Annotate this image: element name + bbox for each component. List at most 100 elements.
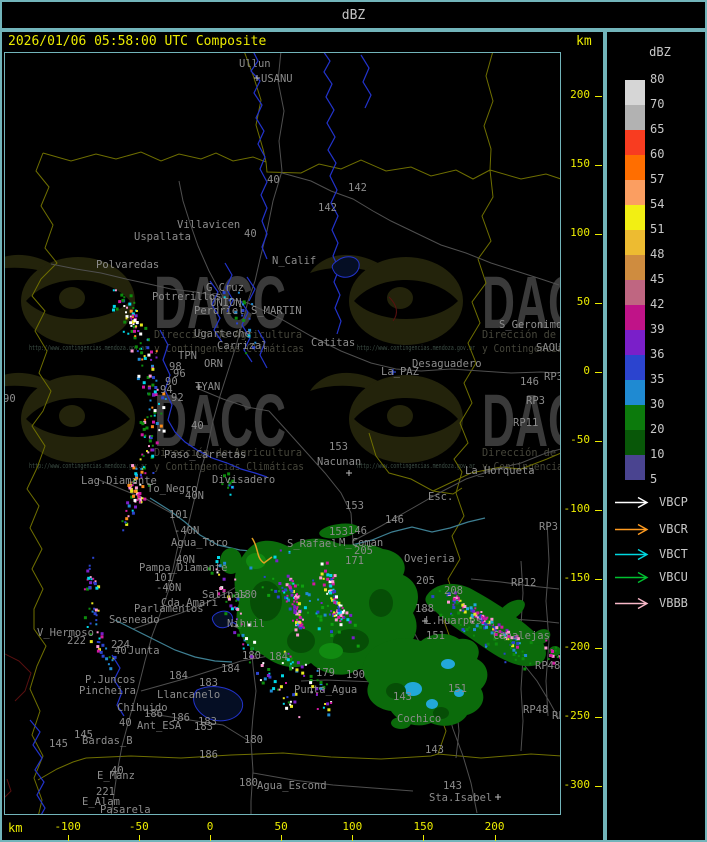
map-place-label: La_PAZ — [381, 366, 419, 378]
map-place-label: 222 — [67, 635, 86, 647]
map-place-label: Ullun — [239, 58, 271, 70]
colorbar-swatch — [625, 305, 645, 330]
x-tick-label: -50 — [128, 820, 149, 833]
map-place-label: 94 — [160, 384, 173, 396]
map-place-label: 183 — [194, 721, 213, 733]
map-place-label: Uspallata — [134, 231, 191, 243]
map-place-label: Ant_ESA — [137, 720, 182, 732]
map-place-label: 180 — [239, 777, 258, 789]
map-place-label: 101 — [169, 509, 188, 521]
map-place-label: To_Negro — [147, 483, 198, 495]
colorbar-swatch — [625, 405, 645, 430]
map-place-label: Bardas_B — [82, 735, 133, 747]
watermark-brand: DACC — [154, 261, 286, 344]
map-place-label: Sta.Isabel — [429, 792, 492, 804]
map-place-label: 40N — [185, 490, 204, 502]
y-tick-label: -50 — [570, 433, 590, 446]
y-tick-mark — [595, 648, 602, 649]
colorbar-swatch — [625, 380, 645, 405]
colorbar-title: dBZ — [649, 45, 671, 59]
colorbar-tick-label: 10 — [650, 447, 665, 461]
map-place-label: Lag.Diamante — [81, 475, 157, 487]
rivers — [29, 50, 486, 818]
y-tick-label: 100 — [570, 226, 590, 239]
watermark-line1: Dirección de Agricultura — [154, 446, 302, 459]
colorbar-tick-label: 65 — [650, 122, 665, 136]
y-tick-mark — [595, 717, 602, 718]
map-place-label: 151 — [448, 683, 467, 695]
colorbar-tick-label: 57 — [650, 172, 665, 186]
x-tick-mark — [138, 835, 140, 841]
x-tick-label: 50 — [274, 820, 288, 833]
map-place-label: 221 — [96, 786, 115, 798]
colorbar-tick-label: 70 — [650, 97, 665, 111]
map-place-label: Junta — [128, 645, 160, 657]
colorbar-tick-label: 48 — [650, 247, 665, 261]
y-tick-mark — [595, 441, 602, 442]
y-tick-label: 150 — [570, 157, 590, 170]
map-place-label: S_Rafael — [287, 538, 338, 550]
watermark-line2: y Contingencias Climáticas — [154, 460, 304, 473]
x-tick-label: 0 — [206, 820, 214, 833]
x-tick-label: 200 — [484, 820, 505, 833]
colorbar-swatch — [625, 80, 645, 105]
y-tick-mark — [595, 165, 602, 166]
map-place-label: 146 — [385, 514, 404, 526]
watermark-url: http://www.contingencias.mendoza.gov.ar — [357, 344, 475, 352]
map-place-label: Pampa_Diamante — [139, 562, 228, 574]
map-place-label: Potrerillos — [152, 291, 222, 303]
map-place-label: 92 — [171, 392, 184, 404]
vector-arrow-icon — [615, 571, 649, 583]
map-place-label: 224 — [111, 639, 130, 651]
legend-item-label: VBBB — [659, 596, 688, 610]
map-place-label: 40N — [176, 554, 195, 566]
map-place-label: 40 — [111, 765, 124, 777]
map-place-label: 142 — [318, 202, 337, 214]
watermark-url: http://www.contingencias.mendoza.gov.ar — [29, 462, 147, 470]
map-place-label: M_Coman — [339, 537, 383, 549]
map-place-label: Nacunan — [317, 456, 361, 468]
map-place-label: Llancanelo — [157, 689, 220, 701]
map-place-label: 40 — [244, 228, 257, 240]
map-place-label: 184 — [169, 670, 188, 682]
y-tick-mark — [595, 510, 602, 511]
colorbar-swatch — [625, 430, 645, 455]
radar-map-plot[interactable]: DACC Dirección de Agricultura y Contingenc… — [0, 50, 632, 818]
radar-echo-speckles — [83, 289, 563, 719]
colorbar-swatch — [625, 455, 645, 480]
map-place-label: 153 — [329, 526, 348, 538]
colorbar-swatch — [625, 180, 645, 205]
map-place-label: 184 — [269, 651, 288, 663]
map-place-label: Cochico — [397, 713, 441, 725]
y-tick-label: -150 — [563, 571, 591, 584]
y-tick-label: -300 — [563, 778, 591, 791]
map-place-label: G_Cruz — [206, 282, 244, 294]
map-place-label: 180 — [238, 589, 257, 601]
map-place-label: 184 — [221, 663, 240, 675]
legend-item-label: VBCT — [659, 547, 688, 561]
map-place-label: 153 — [329, 441, 348, 453]
x-tick-mark — [210, 835, 211, 841]
map-place-label: RP3 — [544, 371, 560, 383]
map-place-label: 145 — [49, 738, 68, 750]
x-tick-label: -100 — [54, 820, 81, 833]
map-place-label: RP3 — [539, 521, 558, 533]
map-place-label: TYAN — [195, 381, 220, 393]
colorbar-tick-label: 35 — [650, 372, 665, 386]
y-tick-label: -250 — [563, 709, 591, 722]
map-place-label: 186 — [171, 712, 190, 724]
map-place-label: 96 — [173, 368, 186, 380]
x-tick-mark — [494, 835, 496, 841]
map-place-label: Salinas — [202, 589, 246, 601]
window-title: dBZ — [341, 7, 366, 23]
map-place-label: 90 — [5, 393, 16, 405]
map-place-label: RP11 — [513, 417, 538, 429]
legend-item-label: VBCR — [659, 522, 688, 536]
map-place-label: 90 — [165, 376, 178, 388]
map-place-label: 180 — [242, 650, 261, 662]
map-place-label: 151 — [426, 630, 445, 642]
map-place-label: Ovejeria — [404, 553, 455, 565]
x-axis-unit-label: km — [8, 821, 23, 835]
map-place-label: Ugarteche — [194, 328, 251, 340]
